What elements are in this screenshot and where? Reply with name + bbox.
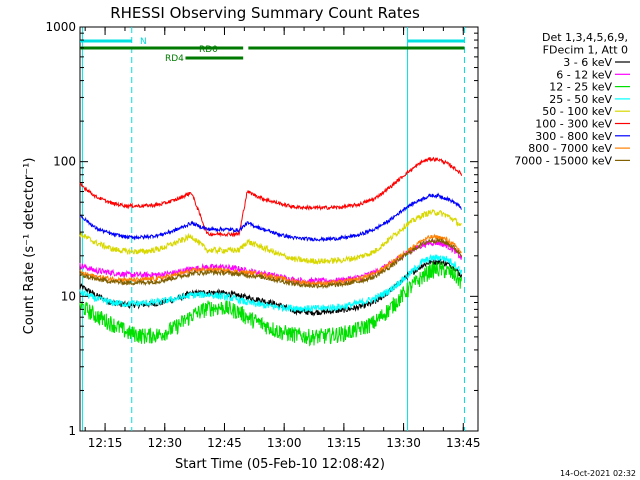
- y-tick-label: 100: [53, 155, 76, 169]
- flag-label: N: [140, 37, 147, 47]
- axes: 1 10 100 1000 12:15 12:30 12:45 13:00 13:15 13:30…: [45, 20, 480, 450]
- series-line: [79, 260, 463, 347]
- legend-entry-label: 7000 - 15000 keV: [514, 154, 612, 167]
- timestamp: 14-Oct-2021 02:32: [560, 469, 636, 478]
- legend-entry-label: 50 - 100 keV: [542, 105, 612, 118]
- x-tick-label: 12:45: [207, 436, 242, 450]
- flag-bars: N RD0 RD4: [80, 37, 465, 64]
- y-tick-label: 1: [68, 424, 76, 438]
- legend-entry-label: 100 - 300 keV: [535, 118, 612, 131]
- x-tick-label: 13:45: [446, 436, 481, 450]
- x-tick-label: 12:15: [88, 436, 123, 450]
- series-line: [79, 192, 462, 243]
- series-line: [79, 253, 463, 313]
- legend-entry-label: 300 - 800 keV: [535, 130, 612, 143]
- flag-label: RD4: [165, 54, 184, 64]
- series-line: [79, 156, 463, 238]
- x-tick-label: 13:30: [386, 436, 421, 450]
- legend-header-line: Det 1,3,4,5,6,9,: [542, 31, 628, 44]
- legend-entry-label: 3 - 6 keV: [563, 56, 612, 69]
- legend: Det 1,3,4,5,6,9,FDecim 1, Att 03 - 6 keV…: [514, 31, 630, 167]
- series-line: [79, 237, 463, 290]
- x-tick-label: 12:30: [147, 436, 182, 450]
- legend-entry-label: 25 - 50 keV: [549, 93, 612, 106]
- flag-label: RD0: [199, 45, 218, 55]
- y-tick-label: 1000: [45, 20, 76, 34]
- x-axis-label: Start Time (05-Feb-10 12:08:42): [175, 457, 385, 472]
- plot-frame: [79, 26, 479, 432]
- chart-title: RHESSI Observing Summary Count Rates: [110, 4, 420, 22]
- legend-header-line: FDecim 1, Att 0: [543, 44, 628, 57]
- legend-entry-label: 800 - 7000 keV: [528, 142, 612, 155]
- series-layer: [79, 156, 463, 347]
- x-tick-label: 13:15: [327, 436, 362, 450]
- y-tick-label: 10: [61, 289, 76, 303]
- y-axis-label: Count Rate (s⁻¹ detector⁻¹): [22, 158, 37, 335]
- legend-entry-label: 6 - 12 keV: [556, 68, 612, 81]
- vertical-markers: [81, 27, 465, 431]
- x-tick-label: 13:00: [267, 436, 302, 450]
- legend-entry-label: 12 - 25 keV: [549, 81, 612, 94]
- series-line: [79, 209, 462, 265]
